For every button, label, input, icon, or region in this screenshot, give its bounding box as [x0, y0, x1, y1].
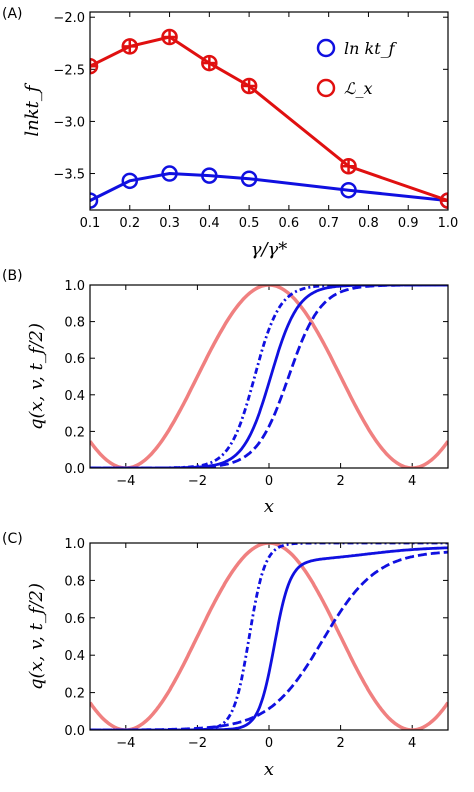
y-tick-label: −2.5	[53, 63, 85, 78]
data-point	[201, 167, 218, 184]
x-tick-label: 0	[265, 474, 273, 489]
y-tick-label: −2.0	[53, 11, 85, 26]
data-point	[161, 165, 178, 182]
panel-2: (C) −4 −2 0 2 4 0.0 0.2 0.4 0.6 0.8 1.0 x q(x, v, t_f…	[2, 531, 449, 780]
y-tick-label: 1.0	[64, 279, 85, 294]
axes-frame	[89, 284, 449, 469]
series-line-potential	[90, 543, 448, 730]
legend-label-1: ℒ_x	[344, 79, 373, 98]
legend: ln kt_f ℒ_x	[316, 38, 398, 98]
series-line-1	[90, 35, 448, 203]
series-line-dashdot	[90, 543, 448, 730]
data-point	[240, 170, 258, 187]
series-line-solid	[90, 546, 448, 730]
y-tick-label: −3.0	[53, 115, 85, 130]
panel-label: (A)	[2, 6, 23, 22]
x-tick-label: 0.3	[159, 216, 180, 231]
y-axis-label: q(x, v, t_f/2)	[26, 583, 47, 690]
panel-0: (A) 0.1 0.2 0.3 0.4 0.5 0.6 0.7 0.8 0.9 1.0 −3.5 −3.…	[2, 6, 458, 260]
x-axis-label: x	[264, 759, 274, 780]
series-line-potential	[90, 285, 448, 468]
y-tick-label: 0.2	[64, 425, 85, 440]
x-tick-label: 0.7	[318, 216, 339, 231]
x-axis-label: x	[264, 496, 274, 517]
data-point	[121, 172, 139, 190]
x-tick-label: −4	[116, 474, 135, 489]
legend-marker-0	[316, 38, 336, 58]
y-axis-label: q(x, v, t_f/2)	[26, 323, 47, 430]
x-tick-label: 0	[265, 736, 273, 751]
x-tick-label: 2	[336, 736, 344, 751]
plot-area	[90, 543, 448, 730]
plot-area	[90, 28, 448, 209]
x-tick-label: −4	[116, 736, 135, 751]
series-line-0	[90, 171, 448, 203]
legend-marker-1	[316, 78, 336, 98]
x-tick-label: 1.0	[438, 216, 459, 231]
panel-label: (C)	[2, 531, 23, 547]
plot-area	[90, 285, 448, 468]
data-point	[90, 192, 99, 209]
y-axis-label: lnkt_f	[22, 82, 43, 136]
y-tick-label: 0.0	[64, 462, 85, 477]
y-tick-label: −3.5	[53, 168, 85, 183]
y-tick-label: 0.4	[64, 649, 85, 664]
x-tick-label: 0.4	[199, 216, 220, 231]
x-tick-label: −2	[188, 474, 207, 489]
x-tick-label: 0.9	[398, 216, 419, 231]
y-tick-label: 0.4	[64, 389, 85, 404]
panel-1: (B) −4 −2 0 2 4 0.0 0.2 0.4 0.6 0.8 1.0 x q(x, v, t_f…	[2, 268, 449, 517]
y-tick-label: 0.0	[64, 724, 85, 739]
y-tick-label: 0.8	[64, 574, 85, 589]
x-tick-label: 0.8	[358, 216, 379, 231]
data-point	[340, 181, 357, 199]
y-tick-label: 0.2	[64, 687, 85, 702]
x-tick-label: 2	[336, 474, 344, 489]
y-tick-label: 1.0	[64, 537, 85, 552]
y-tick-label: 0.6	[64, 612, 85, 627]
x-tick-label: −2	[188, 736, 207, 751]
x-tick-label: 4	[408, 736, 416, 751]
series-line-solid	[90, 285, 448, 468]
x-tick-label: 0.1	[80, 216, 101, 231]
y-tick-label: 0.6	[64, 352, 85, 367]
x-tick-label: 4	[408, 474, 416, 489]
legend-label-0: ln kt_f	[344, 39, 398, 58]
x-tick-label: 0.2	[119, 216, 140, 231]
y-tick-label: 0.8	[64, 316, 85, 331]
series-line-dashed	[90, 550, 448, 730]
axes-frame	[89, 11, 449, 211]
series-line-dashed	[90, 285, 448, 468]
x-axis-label: γ/γ*	[251, 239, 288, 260]
panel-label: (B)	[2, 268, 23, 284]
axes-frame	[89, 542, 449, 731]
x-tick-label: 0.6	[279, 216, 300, 231]
x-tick-label: 0.5	[239, 216, 260, 231]
series-line-dashdot	[90, 285, 448, 468]
